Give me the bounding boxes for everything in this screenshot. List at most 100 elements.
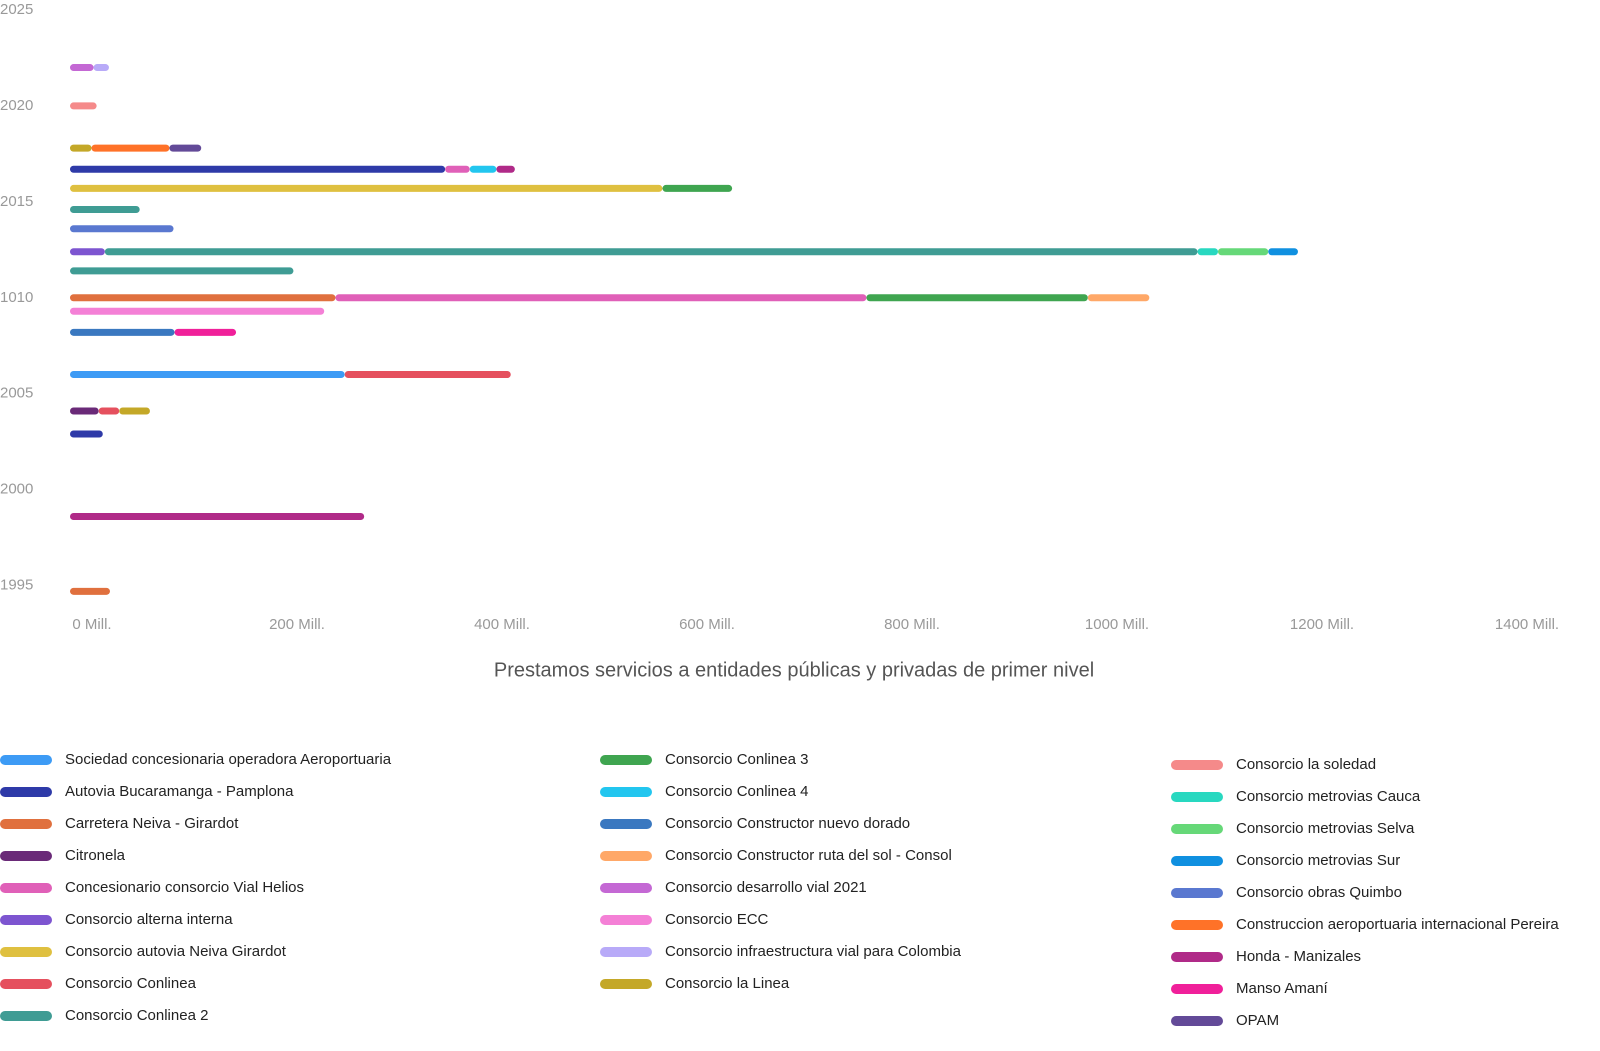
- y-tick-label: 2020: [0, 97, 33, 114]
- bar-segment: [70, 64, 94, 72]
- legend-label: Manso Amaní: [1236, 980, 1329, 997]
- legend-label: Sociedad concesionaria operadora Aeropor…: [65, 751, 392, 768]
- legend-label: Consorcio la Linea: [665, 975, 790, 992]
- x-tick-label: 400 Mill.: [474, 616, 530, 633]
- legend-label: Consorcio Conlinea: [65, 975, 197, 992]
- legend-swatch: [600, 851, 652, 861]
- bar-segment: [344, 371, 511, 379]
- y-tick-label: 1995: [0, 577, 33, 594]
- bar-segment: [866, 294, 1088, 302]
- legend-swatch: [1171, 920, 1223, 930]
- bar-segment: [70, 328, 175, 336]
- legend-swatch: [600, 883, 652, 893]
- legend-label: Concesionario consorcio Vial Helios: [65, 879, 304, 896]
- x-tick-label: 200 Mill.: [269, 616, 325, 633]
- legend-label: Construccion aeroportuaria internacional…: [1236, 916, 1559, 933]
- x-tick-label: 0 Mill.: [72, 616, 111, 633]
- legend-swatch: [600, 787, 652, 797]
- legend-label: Consorcio alterna interna: [65, 911, 233, 928]
- bar-segment: [70, 225, 174, 233]
- bar-segment: [91, 144, 170, 152]
- bar-segment: [174, 328, 237, 336]
- bar-segment: [98, 407, 120, 415]
- bar-segment: [70, 248, 105, 256]
- legend-swatch: [0, 755, 52, 765]
- x-tick-label: 600 Mill.: [679, 616, 735, 633]
- y-tick-label: 2005: [0, 385, 33, 402]
- bar-segment: [70, 165, 446, 173]
- legend-swatch: [1171, 888, 1223, 898]
- legend-label: Consorcio autovia Neiva Girardot: [65, 943, 287, 960]
- y-tick-label: 2015: [0, 193, 33, 210]
- bar-segment: [335, 294, 867, 302]
- legend-label: Citronela: [65, 847, 126, 864]
- bar-segment: [1087, 294, 1150, 302]
- y-tick-label: 2000: [0, 481, 33, 498]
- y-tick-label: 2025: [0, 1, 33, 18]
- legend-label: Consorcio Constructor nuevo dorado: [665, 815, 910, 832]
- bar-segment: [70, 587, 110, 595]
- bar-segment: [70, 294, 336, 302]
- legend-label: Consorcio metrovias Selva: [1236, 820, 1415, 837]
- bar-segment: [70, 430, 103, 438]
- legend-swatch: [1171, 760, 1223, 770]
- x-axis-title: Prestamos servicios a entidades públicas…: [494, 659, 1094, 681]
- legend-label: Consorcio metrovias Cauca: [1236, 788, 1421, 805]
- legend-swatch: [0, 787, 52, 797]
- legend-swatch: [0, 915, 52, 925]
- x-tick-label: 1400 Mill.: [1495, 616, 1559, 633]
- legend-label: Consorcio ECC: [665, 911, 769, 928]
- legend-swatch: [1171, 952, 1223, 962]
- legend-label: Consorcio infraestructura vial para Colo…: [665, 943, 962, 960]
- legend-swatch: [0, 979, 52, 989]
- x-tick-label: 1200 Mill.: [1290, 616, 1354, 633]
- legend-swatch: [0, 851, 52, 861]
- bar-segment: [70, 307, 325, 315]
- bar-segment: [1268, 248, 1298, 256]
- bar-segment: [70, 267, 294, 275]
- legend-swatch: [600, 755, 652, 765]
- x-tick-label: 1000 Mill.: [1085, 616, 1149, 633]
- legend-swatch: [600, 819, 652, 829]
- legend-label: Carretera Neiva - Girardot: [65, 815, 239, 832]
- legend-label: OPAM: [1236, 1012, 1279, 1029]
- legend-swatch: [1171, 984, 1223, 994]
- legend-swatch: [0, 819, 52, 829]
- legend-swatch: [1171, 824, 1223, 834]
- bar-segment: [469, 165, 497, 173]
- legend-label: Autovia Bucaramanga - Pamplona: [65, 783, 294, 800]
- legend-swatch: [0, 1011, 52, 1021]
- legend-label: Consorcio desarrollo vial 2021: [665, 879, 867, 896]
- bar-segment: [445, 165, 470, 173]
- legend-swatch: [0, 947, 52, 957]
- legend-label: Consorcio Constructor ruta del sol - Con…: [665, 847, 952, 864]
- legend-label: Consorcio Conlinea 3: [665, 751, 808, 768]
- bar-segment: [496, 165, 515, 173]
- legend-label: Consorcio la soledad: [1236, 756, 1376, 773]
- legend-label: Honda - Manizales: [1236, 948, 1361, 965]
- bar-segment: [70, 206, 140, 214]
- legend-label: Consorcio Conlinea 4: [665, 783, 808, 800]
- bar-segment: [70, 407, 99, 415]
- x-tick-label: 800 Mill.: [884, 616, 940, 633]
- legend-swatch: [1171, 856, 1223, 866]
- bar-segment: [93, 64, 109, 72]
- bar-segment: [119, 407, 150, 415]
- legend-swatch: [1171, 1016, 1223, 1026]
- legend-label: Consorcio obras Quimbo: [1236, 884, 1402, 901]
- bar-segment: [70, 102, 97, 110]
- y-tick-label: 1010: [0, 289, 33, 306]
- bar-segment: [169, 144, 202, 152]
- legend-swatch: [600, 947, 652, 957]
- legend-label: Consorcio metrovias Sur: [1236, 852, 1400, 869]
- bar-segment: [1218, 248, 1269, 256]
- bar-segment: [1197, 248, 1218, 256]
- bar-segment: [70, 371, 345, 379]
- legend-swatch: [1171, 792, 1223, 802]
- bar-segment: [70, 513, 365, 521]
- bar-segment: [70, 144, 92, 152]
- bar-segment: [662, 184, 733, 192]
- legend-swatch: [600, 915, 652, 925]
- bar-segment: [70, 184, 663, 192]
